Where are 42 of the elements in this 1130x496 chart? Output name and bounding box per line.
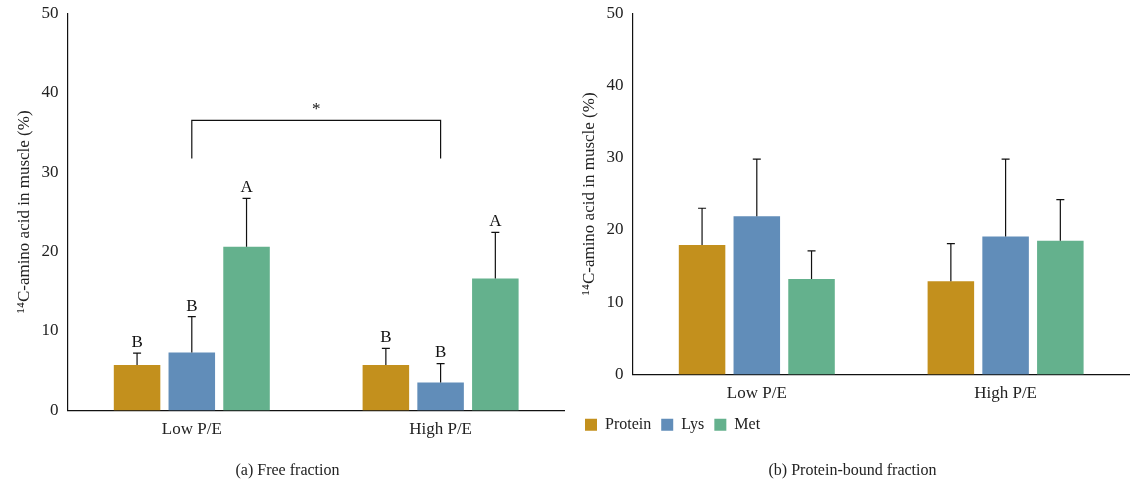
- data-label: B: [380, 327, 392, 347]
- y-tick-label: 10: [606, 291, 624, 311]
- y-tick-label: 30: [606, 147, 624, 167]
- x-tick-label: High P/E: [974, 383, 1038, 403]
- bar: [982, 236, 1029, 375]
- legend-label: Lys: [681, 415, 705, 433]
- bar: [1037, 240, 1084, 375]
- data-label: B: [186, 295, 198, 315]
- y-tick-label: 50: [41, 2, 59, 22]
- data-label: B: [434, 342, 447, 362]
- y-tick-label: 20: [41, 240, 59, 260]
- legend-label: Met: [734, 415, 761, 432]
- data-label: B: [131, 332, 143, 352]
- bar: [788, 279, 835, 375]
- bar: [362, 365, 410, 411]
- legend-label: Protein: [605, 415, 652, 432]
- text: (a) Free fraction: [235, 460, 340, 479]
- bar: [472, 278, 519, 411]
- bar: [733, 216, 781, 375]
- y-tick-label: 30: [41, 161, 59, 181]
- annotation: *: [311, 99, 321, 119]
- x-tick-label: High P/E: [409, 419, 473, 439]
- y-tick-label: 10: [41, 320, 59, 340]
- bar: [927, 281, 975, 375]
- x-tick-label: Low P/E: [161, 419, 222, 439]
- y-tick-label: 0: [614, 363, 624, 383]
- y-tick-label: 50: [606, 2, 624, 22]
- bar: [168, 352, 216, 411]
- x-tick-label: Low P/E: [726, 383, 787, 403]
- bar: [113, 365, 161, 411]
- bar: [678, 245, 726, 375]
- y-tick-label: 0: [49, 399, 59, 419]
- data-label: A: [240, 177, 254, 197]
- data-label: A: [489, 211, 503, 231]
- bar: [223, 246, 270, 411]
- y-tick-label: 20: [606, 219, 624, 239]
- y-tick-label: 40: [41, 82, 59, 102]
- text: (b) Protein-bound fraction: [768, 460, 937, 479]
- y-tick-label: 40: [606, 74, 624, 94]
- y-axis-title: ¹⁴C-amino acid in muscle (%): [578, 92, 598, 296]
- y-axis-title: ¹⁴C-amino acid in muscle (%): [13, 110, 33, 314]
- bar: [417, 382, 464, 411]
